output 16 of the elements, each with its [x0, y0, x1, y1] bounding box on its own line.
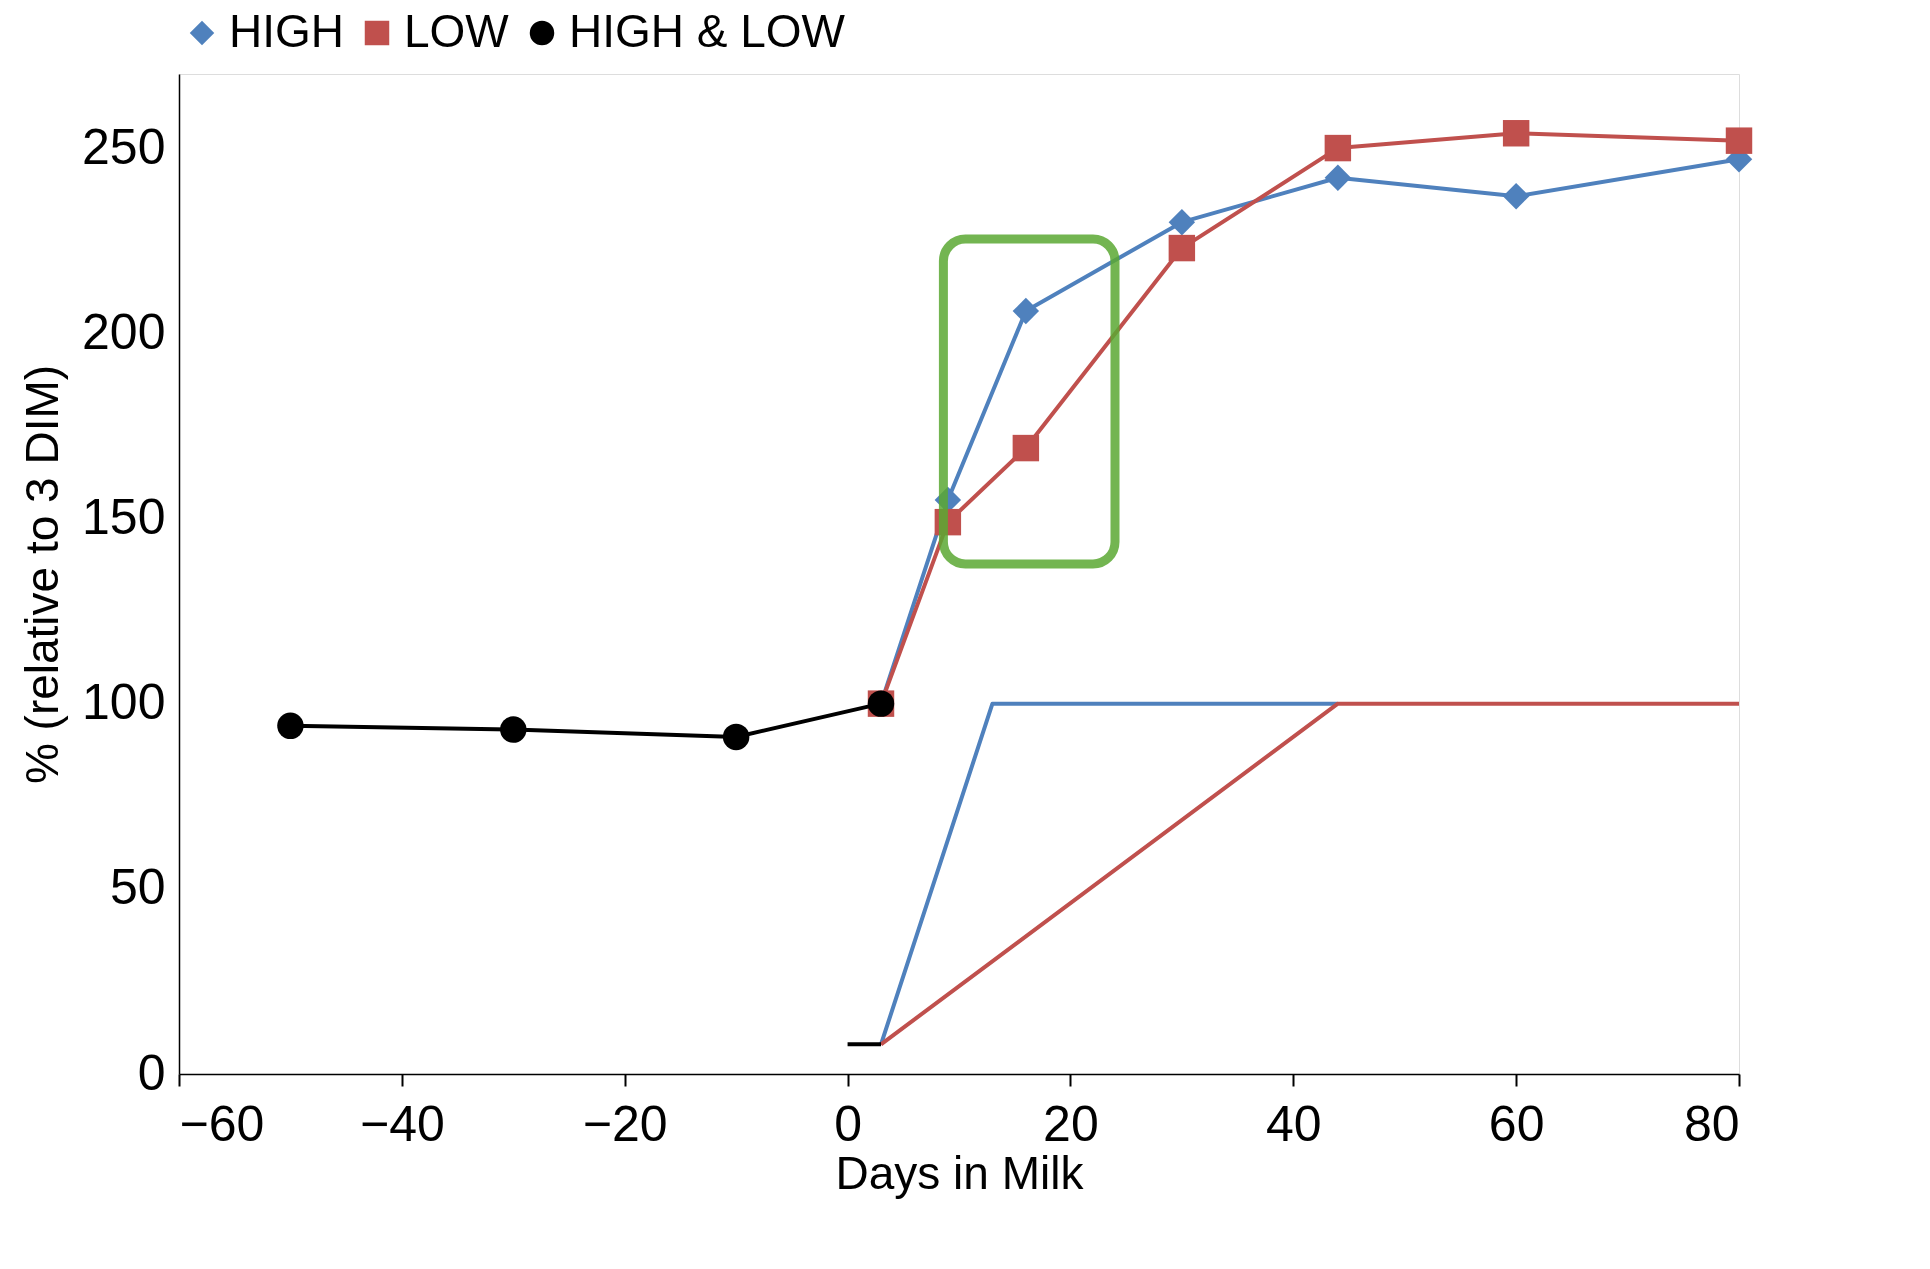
x-tick-label: −60: [179, 1095, 265, 1152]
y-tick-label: 250: [82, 118, 166, 175]
y-tick-label: 0: [137, 1044, 166, 1101]
x-tick-label: −20: [582, 1095, 668, 1152]
legend-label: HIGH & LOW: [569, 5, 846, 57]
x-tick-label: 80: [1683, 1095, 1740, 1152]
y-tick-label: 100: [82, 674, 166, 731]
legend-label: HIGH: [229, 5, 344, 57]
y-tick-label: 150: [82, 488, 166, 545]
y-axis-title: % (relative to 3 DIM): [16, 364, 69, 785]
y-tick-label: 50: [109, 859, 166, 916]
y-tick-label: 200: [82, 303, 166, 360]
legend-label: LOW: [404, 5, 510, 57]
x-tick-label: 40: [1265, 1095, 1322, 1152]
x-tick-label: −40: [359, 1095, 445, 1152]
x-tick-label: 60: [1488, 1095, 1545, 1152]
